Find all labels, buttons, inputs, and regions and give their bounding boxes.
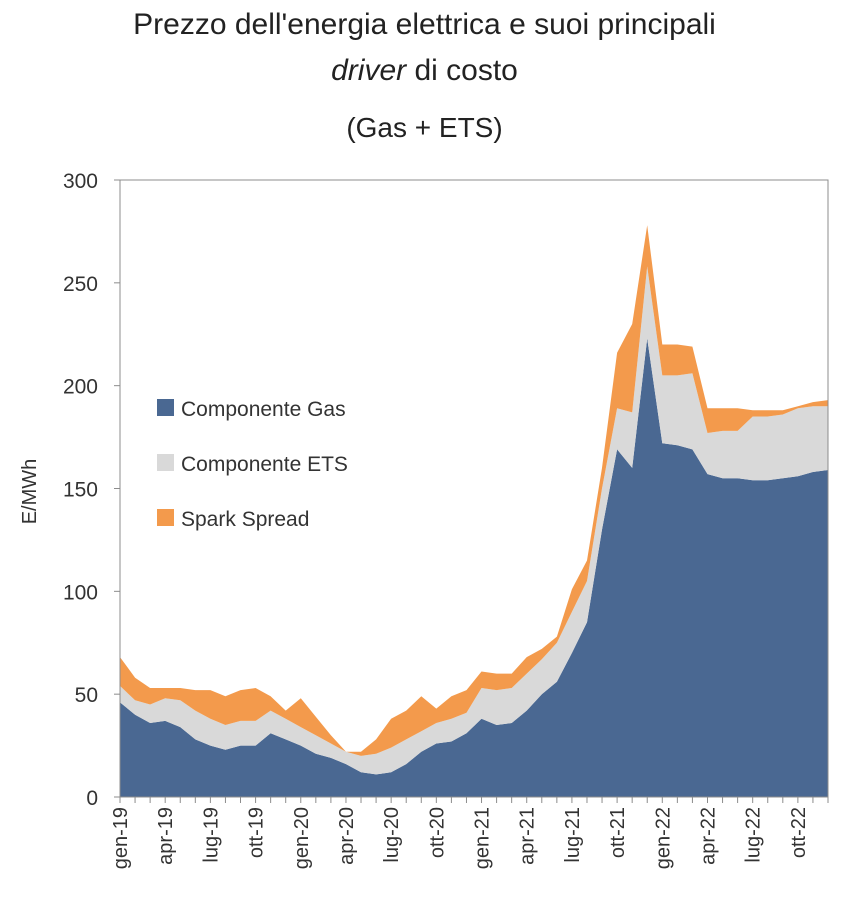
legend-swatch-componente-ets <box>157 454 174 471</box>
legend-label-spark-spread: Spark Spread <box>181 508 309 531</box>
x-tick-label: lug-20 <box>381 807 403 863</box>
y-tick-label: 200 <box>63 376 98 399</box>
series-area-spark-spread <box>120 225 828 756</box>
x-tick-label: gen-22 <box>652 807 674 869</box>
x-tick-label: lug-19 <box>200 807 222 863</box>
y-tick-label: 0 <box>86 787 98 810</box>
y-axis-label: E/MWh <box>19 459 41 525</box>
x-tick-label: apr-20 <box>336 807 358 865</box>
x-tick-label: ott-19 <box>246 807 268 858</box>
y-tick-label: 300 <box>63 170 98 193</box>
x-tick-label: lug-22 <box>743 807 765 863</box>
y-tick-label: 250 <box>63 273 98 296</box>
x-tick-label: ott-21 <box>607 807 629 858</box>
x-tick-label: lug-21 <box>562 807 584 863</box>
x-tick-label: gen-19 <box>110 807 132 869</box>
x-tick-label: ott-22 <box>788 807 810 858</box>
chart-title-rest: di costo <box>406 54 518 87</box>
legend-swatch-componente-gas <box>157 399 174 416</box>
chart-title-driver: driver <box>331 54 407 87</box>
legend-label-componente-ets: Componente ETS <box>181 453 348 476</box>
chart-title-line1: Prezzo dell'energia elettrica e suoi pri… <box>133 8 716 41</box>
y-tick-label: 100 <box>63 581 98 604</box>
legend-swatch-spark-spread <box>157 509 174 526</box>
series-area-componente-gas <box>120 338 828 797</box>
y-tick-label: 150 <box>63 479 98 502</box>
x-tick-label: apr-21 <box>517 807 539 865</box>
x-tick-label: gen-20 <box>291 807 313 869</box>
x-tick-label: ott-20 <box>426 807 448 858</box>
x-tick-label: apr-19 <box>155 807 177 865</box>
series-area-componente-ets <box>120 266 828 775</box>
y-tick-label: 50 <box>75 684 98 707</box>
legend-label-componente-gas: Componente Gas <box>181 398 346 421</box>
x-tick-label: gen-21 <box>472 807 494 869</box>
chart-title-line2: driver di costo <box>0 54 849 88</box>
chart-subtitle: (Gas + ETS) <box>346 112 503 143</box>
x-tick-label: apr-22 <box>697 807 719 865</box>
